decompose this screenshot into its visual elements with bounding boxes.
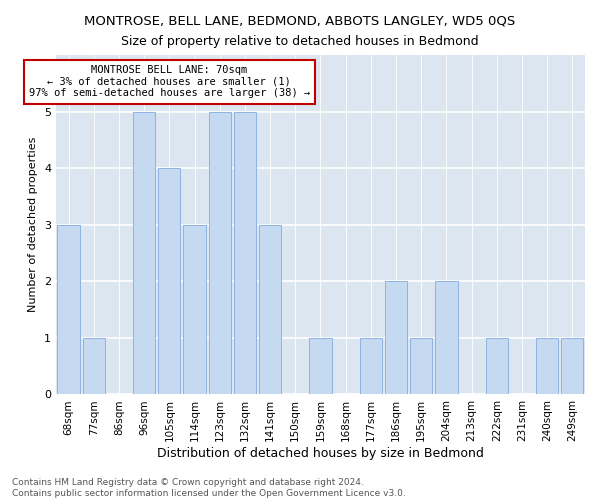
Bar [486, 338, 508, 394]
X-axis label: Distribution of detached houses by size in Bedmond: Distribution of detached houses by size … [157, 447, 484, 460]
Bar [385, 282, 407, 395]
Text: MONTROSE BELL LANE: 70sqm
← 3% of detached houses are smaller (1)
97% of semi-de: MONTROSE BELL LANE: 70sqm ← 3% of detach… [29, 65, 310, 98]
Bar [58, 224, 80, 394]
Text: MONTROSE, BELL LANE, BEDMOND, ABBOTS LANGLEY, WD5 0QS: MONTROSE, BELL LANE, BEDMOND, ABBOTS LAN… [85, 15, 515, 28]
Bar [436, 282, 458, 395]
Text: Contains HM Land Registry data © Crown copyright and database right 2024.
Contai: Contains HM Land Registry data © Crown c… [12, 478, 406, 498]
Bar [209, 112, 231, 395]
Bar [158, 168, 181, 394]
Bar [83, 338, 105, 394]
Text: Size of property relative to detached houses in Bedmond: Size of property relative to detached ho… [121, 35, 479, 48]
Bar [536, 338, 558, 394]
Bar [410, 338, 433, 394]
Bar [133, 112, 155, 395]
Bar [562, 338, 583, 394]
Bar [310, 338, 332, 394]
Bar [360, 338, 382, 394]
Bar [234, 112, 256, 395]
Y-axis label: Number of detached properties: Number of detached properties [28, 137, 38, 312]
Bar [184, 224, 206, 394]
Bar [259, 224, 281, 394]
